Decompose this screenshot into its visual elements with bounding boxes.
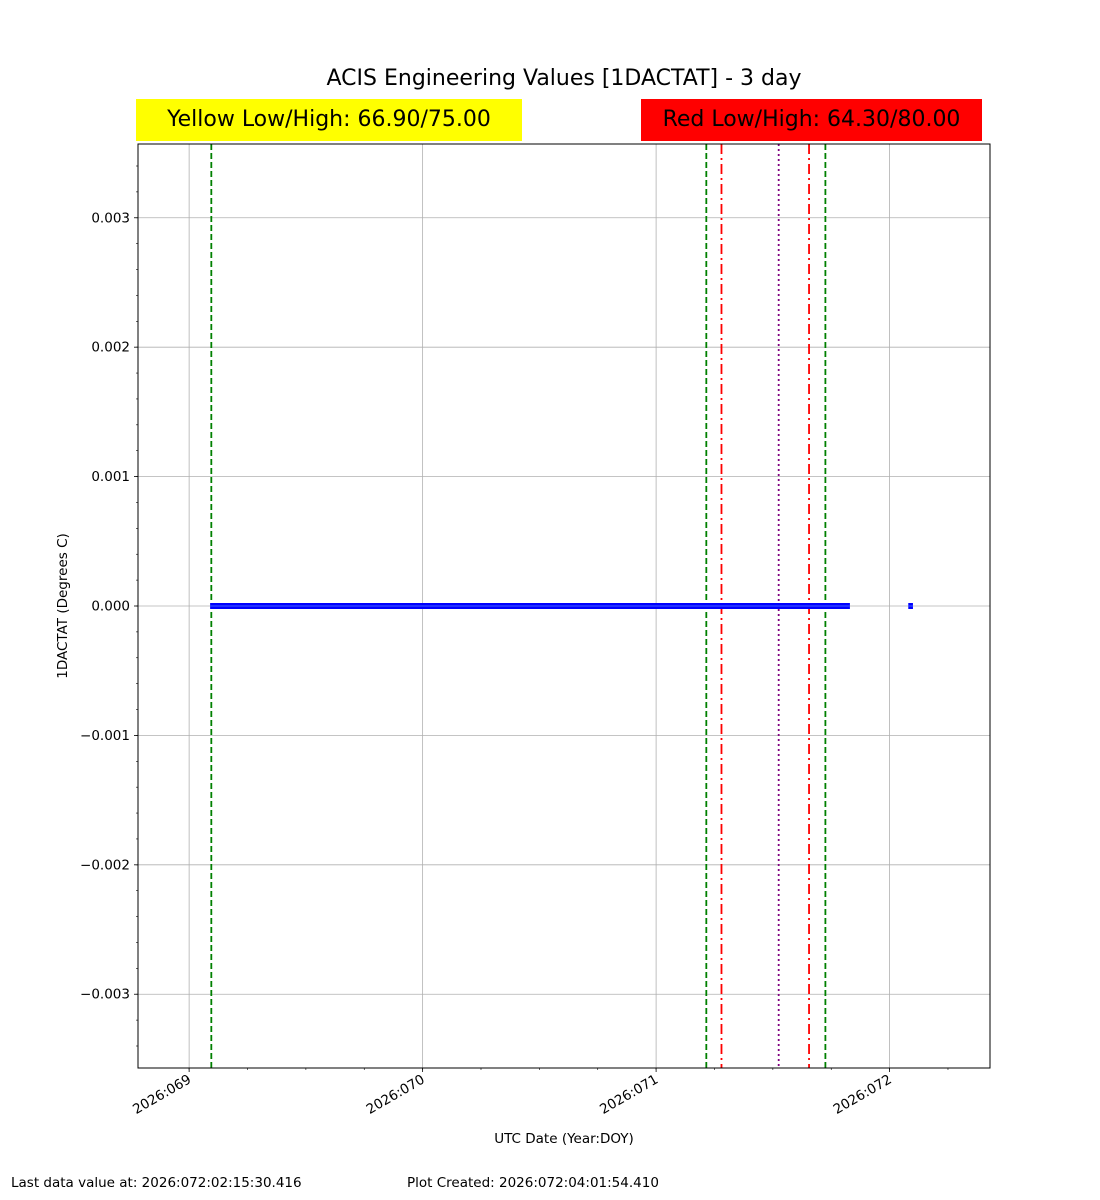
yellow-limit-badge: Yellow Low/High: 66.90/75.00: [136, 99, 522, 141]
y-tick-label: 0.002: [91, 340, 130, 356]
x-tick-label: 2026:070: [364, 1072, 428, 1118]
plot-created-timestamp: Plot Created: 2026:072:04:01:54.410: [407, 1175, 659, 1191]
y-tick-label: 0.001: [91, 469, 130, 485]
x-tick-label: 2026:072: [831, 1072, 895, 1118]
axis-ticks: 0.003 0.002 0.001 0.000 −0.001 −0.002 −0.003 20…: [80, 165, 949, 1118]
data-series: [210, 603, 913, 609]
y-tick-label: 0.003: [91, 210, 130, 226]
y-tick-label: −0.002: [80, 857, 130, 873]
last-data-timestamp: Last data value at: 2026:072:02:15:30.41…: [11, 1175, 302, 1191]
y-axis-label: 1DACTAT (Degrees C): [55, 533, 71, 679]
y-tick-label: −0.001: [80, 728, 130, 744]
y-tick-label: −0.003: [80, 987, 130, 1003]
x-axis-label: UTC Date (Year:DOY): [494, 1131, 634, 1147]
x-tick-label: 2026:069: [130, 1072, 194, 1118]
x-tick-label: 2026:071: [597, 1072, 661, 1118]
red-limit-badge: Red Low/High: 64.30/80.00: [641, 99, 982, 141]
chart-title: ACIS Engineering Values [1DACTAT] - 3 da…: [326, 66, 802, 91]
y-tick-label: 0.000: [91, 599, 130, 615]
